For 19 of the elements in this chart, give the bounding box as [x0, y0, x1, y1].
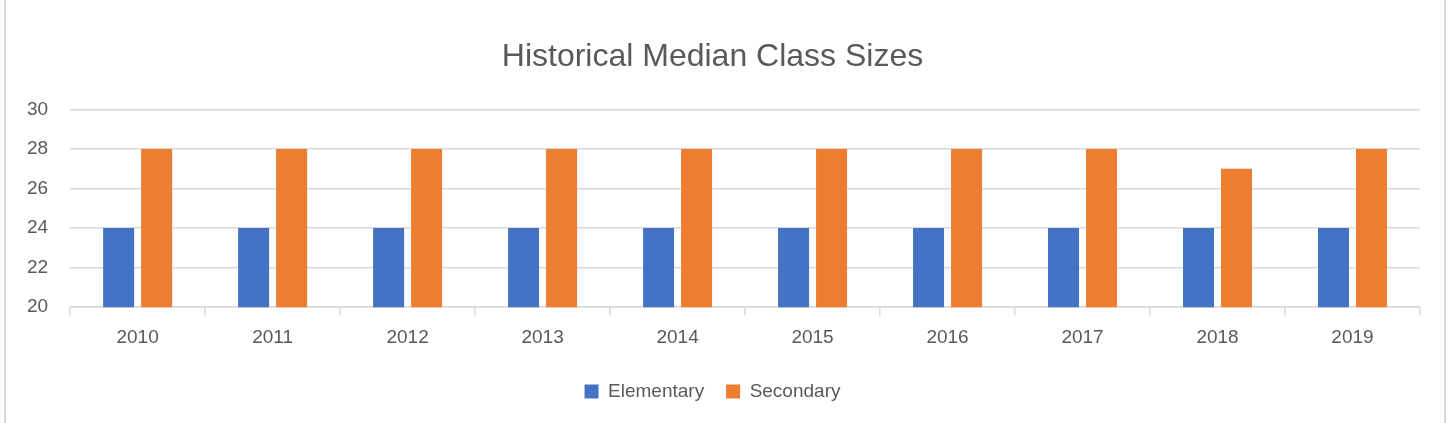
x-tick-label: 2011	[252, 325, 294, 347]
y-tick-label: 28	[26, 137, 49, 159]
x-tick-label: 2015	[791, 325, 834, 347]
legend-label: Secondary	[749, 379, 841, 401]
y-tick-label: 30	[26, 97, 49, 119]
y-tick-label: 20	[26, 295, 49, 317]
y-tick-label: 26	[26, 176, 49, 198]
x-tick-label: 2016	[926, 325, 969, 347]
legend-label: Elementary	[608, 379, 705, 401]
x-tick-label: 2010	[116, 325, 159, 347]
x-tick-label: 2017	[1061, 325, 1104, 347]
x-tick-label: 2012	[386, 325, 429, 347]
y-tick-label: 22	[26, 255, 49, 277]
y-tick-label: 24	[26, 216, 49, 238]
x-tick-label: 2014	[656, 325, 700, 347]
x-tick-label: 2018	[1196, 325, 1239, 347]
x-tick-label: 2013	[521, 325, 564, 347]
x-tick-label: 2019	[1331, 325, 1374, 347]
chart-title: Historical Median Class Sizes	[501, 37, 924, 74]
